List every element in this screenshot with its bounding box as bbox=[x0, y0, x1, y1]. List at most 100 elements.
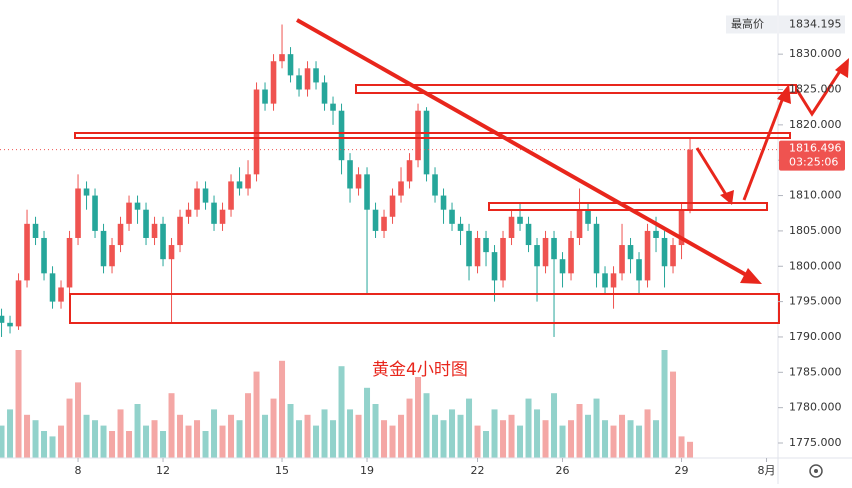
y-tick-label: 1805.000 bbox=[789, 224, 842, 237]
candle-body bbox=[151, 223, 158, 238]
volume-bar bbox=[627, 420, 634, 458]
arrowhead bbox=[720, 190, 734, 205]
volume-bar bbox=[661, 350, 668, 458]
volume-bar bbox=[296, 420, 303, 458]
candle-body bbox=[100, 230, 107, 267]
volume-bar bbox=[321, 409, 328, 458]
volume-bar bbox=[262, 414, 269, 458]
settings-icon[interactable] bbox=[809, 464, 823, 478]
volume-bar bbox=[134, 404, 141, 458]
candle-body bbox=[644, 230, 651, 281]
candle-body bbox=[585, 209, 591, 224]
candle-body bbox=[66, 237, 73, 288]
candle-body bbox=[321, 82, 328, 104]
volume-bar bbox=[270, 398, 277, 458]
candle-body bbox=[551, 237, 557, 260]
volume-bar bbox=[644, 409, 651, 458]
high-value-box bbox=[779, 15, 845, 34]
volume-bar bbox=[415, 377, 422, 458]
candle-body bbox=[126, 202, 132, 224]
x-tick-label: 26 bbox=[556, 464, 570, 477]
candle-body bbox=[185, 209, 192, 217]
volume-bar bbox=[143, 425, 150, 458]
volume-bar bbox=[551, 393, 558, 458]
y-tick-label: 1820.000 bbox=[789, 118, 842, 131]
candle-body bbox=[0, 315, 5, 323]
volume-bar bbox=[236, 420, 243, 458]
volume-bar bbox=[0, 425, 5, 458]
candle-body bbox=[602, 273, 608, 288]
volume-bar bbox=[542, 420, 549, 458]
volume-bar bbox=[330, 420, 337, 458]
y-tick-label: 1790.000 bbox=[789, 330, 842, 343]
y-tick-label: 1825.000 bbox=[789, 83, 842, 96]
volume-bar bbox=[279, 360, 286, 458]
volume-bar bbox=[406, 398, 413, 458]
target-box bbox=[355, 84, 797, 94]
volume-bar bbox=[653, 420, 660, 458]
candle-body bbox=[355, 174, 362, 189]
volume-bar bbox=[559, 425, 566, 458]
volume-bar bbox=[449, 409, 456, 458]
high-value-label: 1834.195 bbox=[789, 17, 842, 30]
volume-bar bbox=[466, 398, 473, 458]
high-label: 最高价 bbox=[731, 16, 764, 30]
candle-body bbox=[423, 110, 430, 175]
candle-body bbox=[661, 237, 668, 267]
volume-bar bbox=[576, 404, 583, 458]
volume-bar bbox=[593, 398, 600, 458]
volume-bar bbox=[109, 431, 116, 458]
countdown-label: 03:25:06 bbox=[789, 156, 838, 169]
y-tick-label: 1795.000 bbox=[789, 295, 842, 308]
volume-bar bbox=[491, 409, 498, 458]
support-box bbox=[69, 293, 780, 324]
volume-bar bbox=[457, 414, 464, 458]
volume-bar bbox=[75, 382, 82, 458]
volume-bar bbox=[100, 425, 107, 458]
volume-bar bbox=[610, 425, 617, 458]
settings-icon[interactable] bbox=[809, 464, 823, 478]
volume-bar bbox=[185, 425, 192, 458]
candle-body bbox=[568, 237, 574, 274]
volume-bar bbox=[508, 414, 515, 458]
volume-bar bbox=[7, 409, 14, 458]
candle-body bbox=[134, 202, 141, 210]
candle-body bbox=[593, 223, 600, 274]
volume-bar bbox=[585, 414, 592, 458]
volume-bar bbox=[483, 431, 490, 458]
settings-icon[interactable] bbox=[814, 469, 818, 473]
candle-body bbox=[517, 216, 523, 224]
volume-bar bbox=[534, 409, 541, 458]
volume-bar bbox=[194, 420, 201, 458]
candle-body bbox=[219, 209, 226, 224]
candle-body bbox=[330, 103, 336, 111]
volume-bar bbox=[398, 414, 405, 458]
candle-body bbox=[381, 216, 387, 231]
candle-body bbox=[24, 223, 30, 281]
candle-body bbox=[83, 188, 90, 196]
candle-body bbox=[58, 287, 64, 302]
candle-body bbox=[228, 181, 234, 210]
candle-body bbox=[619, 245, 625, 274]
x-tick-label: 19 bbox=[360, 464, 374, 477]
candle-body bbox=[194, 188, 200, 210]
volume-bar bbox=[440, 420, 447, 458]
candle-body bbox=[491, 252, 498, 281]
candle-body bbox=[500, 237, 506, 281]
candle-body bbox=[287, 54, 294, 76]
volume-bar bbox=[117, 409, 124, 458]
candle-body bbox=[389, 195, 396, 217]
volume-bar bbox=[687, 441, 694, 458]
candle-body bbox=[236, 181, 243, 189]
candle-body bbox=[525, 223, 532, 246]
candle-body bbox=[168, 245, 175, 260]
price-axis: 1775.000 1780.000 1785.000 1790.000 1795.000… bbox=[75, 15, 845, 477]
candle-body bbox=[610, 273, 617, 288]
candle-body bbox=[457, 223, 464, 231]
y-tick-label: 1830.000 bbox=[789, 47, 842, 60]
volume-bar bbox=[636, 425, 643, 458]
volume-bar bbox=[49, 436, 56, 458]
candle-body bbox=[338, 110, 345, 161]
volume-bar bbox=[15, 350, 22, 458]
volume-bar bbox=[525, 398, 532, 458]
